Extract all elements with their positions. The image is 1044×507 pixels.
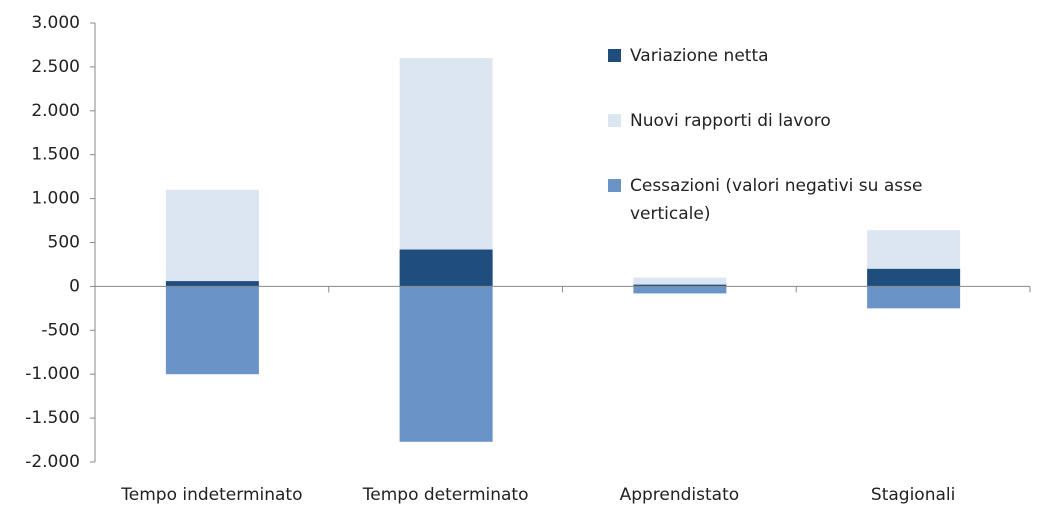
legend-label: Cessazioni (valori negativi su asse vert… [630,176,923,224]
bar [399,286,493,442]
bar [165,189,259,287]
legend-item: Nuovi rapporti di lavoro [608,107,988,135]
bar [867,286,961,309]
legend-item: Variazione netta [608,42,988,70]
y-tick-label: 1.500 [31,145,80,165]
y-tick-label: 2.500 [31,57,80,77]
y-tick-label: -1.500 [25,408,80,428]
y-tick-label: 2.000 [31,101,80,121]
bar [633,277,727,287]
x-tick-label: Tempo determinato [362,485,529,505]
y-tick-label: -2.000 [25,452,80,472]
x-tick-label: Apprendistato [620,485,740,505]
x-tick-label: Tempo indeterminato [120,485,302,505]
y-tick-label: 1.000 [31,189,80,209]
legend-swatch [608,179,621,192]
bar [165,281,259,287]
y-tick-label: -500 [41,320,80,340]
bar [633,284,727,287]
legend: Variazione netta Nuovi rapporti di lavoro… [608,42,988,265]
legend-label: Nuovi rapporti di lavoro [630,111,831,131]
bar [399,249,493,287]
y-tick-label: 3.000 [31,13,80,33]
bar [867,268,961,287]
bar [165,286,259,375]
y-tick-label: 500 [48,233,80,253]
bar [633,286,727,294]
legend-label: Variazione netta [630,46,769,66]
legend-swatch [608,49,621,62]
x-tick-label: Stagionali [871,485,955,505]
legend-item: Cessazioni (valori negativi su asse vert… [608,172,988,228]
y-tick-label: -1.000 [25,364,80,384]
legend-swatch [608,114,621,127]
bar [399,58,493,287]
y-tick-label: 0 [69,276,80,296]
